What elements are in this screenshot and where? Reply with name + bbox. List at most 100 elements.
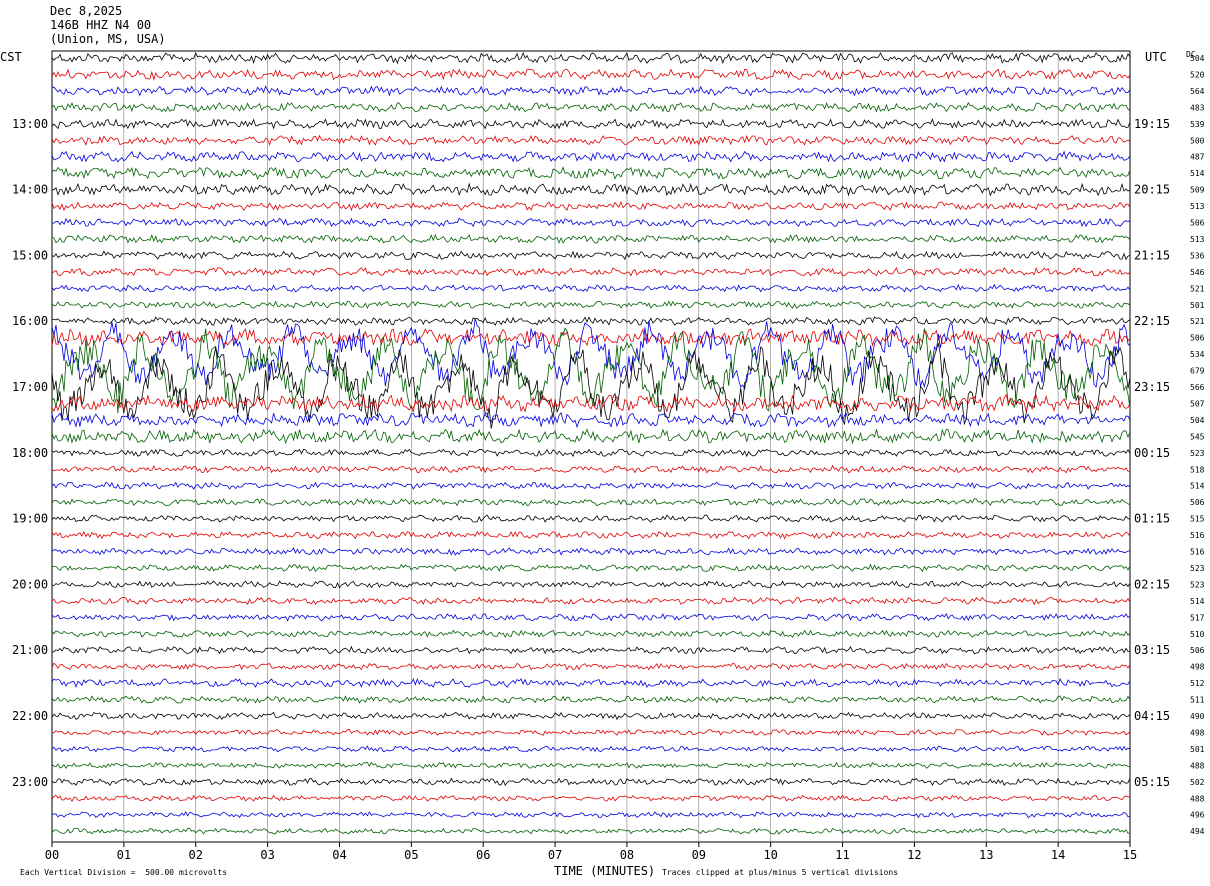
dc-offset-label: 539 <box>1190 120 1205 129</box>
left-hour-label: 20:00 <box>12 577 48 591</box>
dc-offset-label: 487 <box>1190 153 1205 162</box>
left-hour-label: 22:00 <box>12 709 48 723</box>
dc-offset-label: 516 <box>1190 548 1205 557</box>
dc-offset-label: 498 <box>1190 728 1205 737</box>
seismic-trace <box>51 118 1131 130</box>
dc-offset-label: 545 <box>1190 432 1205 441</box>
seismic-trace <box>51 711 1131 721</box>
dc-offset-label: 490 <box>1190 712 1205 721</box>
dc-offset-label: 546 <box>1190 268 1205 277</box>
seismic-trace <box>51 200 1131 212</box>
left-hour-label: 17:00 <box>12 380 48 394</box>
seismic-trace <box>51 316 1131 326</box>
x-tick-label: 15 <box>1123 848 1137 862</box>
seismic-trace <box>51 428 1131 445</box>
seismic-trace <box>51 318 1131 390</box>
header-date: Dec 8,2025 <box>50 4 123 18</box>
seismic-trace <box>51 645 1131 655</box>
dc-offset-label: 520 <box>1190 70 1205 79</box>
dc-offset-label: 566 <box>1190 383 1205 392</box>
plot-frame <box>51 50 1131 843</box>
seismic-trace <box>51 267 1131 277</box>
x-tick-label: 08 <box>620 848 634 862</box>
seismic-trace <box>51 150 1131 163</box>
dc-offset-label: 504 <box>1190 54 1205 63</box>
dc-offset-label: 536 <box>1190 251 1205 260</box>
scale-note: Each Vertical Division = 500.00 microvol… <box>20 868 228 877</box>
dc-offset-label: 506 <box>1190 498 1205 507</box>
dc-offset-label: 515 <box>1190 515 1205 524</box>
dc-offset-label: 514 <box>1190 169 1205 178</box>
dc-offset-label: 498 <box>1190 663 1205 672</box>
dc-offset-label: 512 <box>1190 679 1205 688</box>
seismic-trace <box>51 498 1131 507</box>
seismic-trace <box>51 464 1131 474</box>
seismic-trace <box>51 514 1131 523</box>
dc-offset-label: 679 <box>1190 367 1205 376</box>
left-hour-label: 14:00 <box>12 183 48 197</box>
dc-offset-label: 518 <box>1190 465 1205 474</box>
dc-offset-label: 511 <box>1190 696 1205 705</box>
dc-offset-label: 521 <box>1190 284 1205 293</box>
dc-offset-label: 506 <box>1190 219 1205 228</box>
dc-offset-label: 494 <box>1190 827 1205 836</box>
x-tick-label: 03 <box>260 848 274 862</box>
seismic-trace <box>51 217 1131 228</box>
x-tick-label: 02 <box>189 848 203 862</box>
header-station: 146B HHZ N4 00 <box>50 18 152 32</box>
right-hour-label: 22:15 <box>1134 314 1170 328</box>
dc-offset-label: 523 <box>1190 449 1205 458</box>
dc-offset-label: 502 <box>1190 778 1205 787</box>
x-tick-label: 09 <box>692 848 706 862</box>
dc-offset-label: 501 <box>1190 301 1205 310</box>
dc-offset-label: 521 <box>1190 317 1205 326</box>
seismic-trace <box>51 695 1131 704</box>
seismic-trace <box>51 328 1131 347</box>
dc-offset-label: 564 <box>1190 87 1205 96</box>
right-hour-label: 20:15 <box>1134 183 1170 197</box>
left-hour-label: 15:00 <box>12 248 48 262</box>
dc-offset-label: 523 <box>1190 580 1205 589</box>
seismic-trace <box>51 300 1131 309</box>
right-hour-label: 19:15 <box>1134 117 1170 131</box>
x-tick-label: 06 <box>476 848 490 862</box>
left-hour-label: 18:00 <box>12 446 48 460</box>
x-tick-label: 04 <box>332 848 346 862</box>
seismic-trace <box>51 729 1131 737</box>
seismic-trace <box>51 85 1131 97</box>
dc-offset-label: 500 <box>1190 136 1205 145</box>
dc-offset-label: 513 <box>1190 235 1205 244</box>
seismic-trace <box>51 761 1131 769</box>
seismic-trace <box>51 677 1131 688</box>
plot-header: Dec 8,2025 146B HHZ N4 00 (Union, MS, US… <box>50 4 166 46</box>
right-hour-label: 02:15 <box>1134 577 1170 591</box>
right-hour-label: 05:15 <box>1134 775 1170 789</box>
seismic-trace <box>51 580 1131 589</box>
seismic-trace <box>51 547 1131 556</box>
seismic-trace <box>51 134 1131 146</box>
dc-column-label: DC <box>1186 50 1196 59</box>
seismic-trace <box>51 662 1131 671</box>
dc-offset-label: 517 <box>1190 613 1205 622</box>
x-axis-title: TIME (MINUTES) <box>554 864 656 878</box>
dc-offset-label: 483 <box>1190 103 1205 112</box>
dc-offset-label: 504 <box>1190 416 1205 425</box>
seismic-trace <box>51 250 1131 261</box>
seismic-trace <box>51 612 1131 622</box>
seismic-trace <box>51 166 1131 181</box>
dc-offset-label: 506 <box>1190 646 1205 655</box>
right-hour-label: 04:15 <box>1134 709 1170 723</box>
left-hour-label: 19:00 <box>12 512 48 526</box>
seismic-trace <box>51 101 1131 113</box>
seismic-trace <box>51 811 1131 819</box>
dc-offset-label: 488 <box>1190 761 1205 770</box>
dc-offset-label: 501 <box>1190 745 1205 754</box>
dc-offset-label: 514 <box>1190 597 1205 606</box>
x-tick-label: 00 <box>45 848 59 862</box>
seismic-trace <box>51 629 1131 638</box>
dc-offset-label: 514 <box>1190 482 1205 491</box>
clip-note: Traces clipped at plus/minus 5 vertical … <box>662 868 899 877</box>
right-hour-label: 21:15 <box>1134 248 1170 262</box>
right-hour-label: 01:15 <box>1134 512 1170 526</box>
seismic-trace <box>51 182 1131 197</box>
